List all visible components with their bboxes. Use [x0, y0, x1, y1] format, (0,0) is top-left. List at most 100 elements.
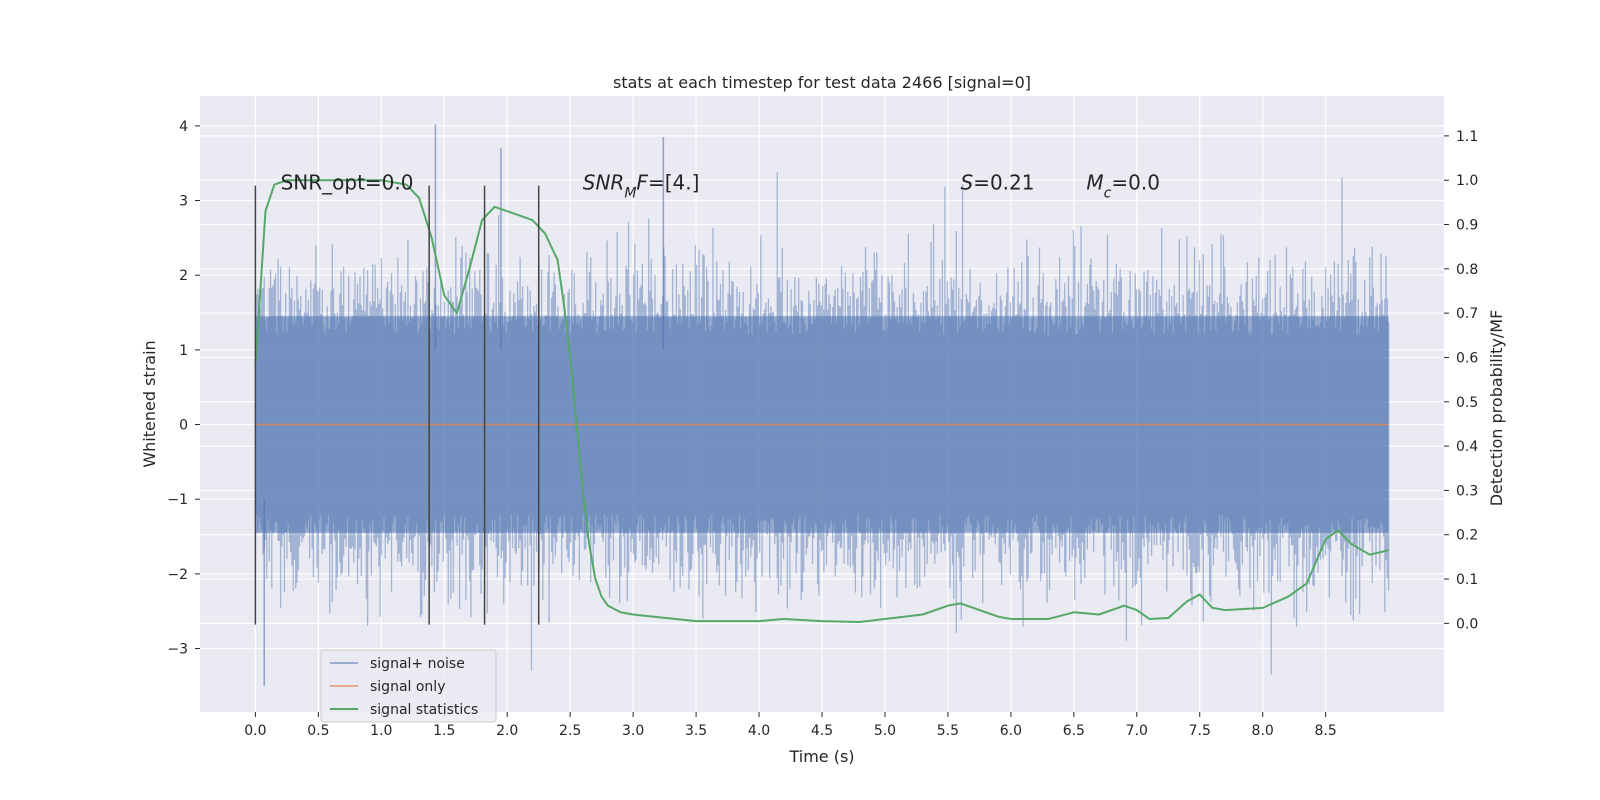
legend-label-stats: signal statistics [370, 702, 478, 718]
signal-statistics-point [418, 197, 420, 199]
y-left-tick-label: −1 [167, 492, 188, 508]
x-tick-label: 3.0 [622, 723, 644, 739]
y-axis-label-right: Detection probability/MF [1487, 310, 1506, 507]
signal-statistics-point [1369, 554, 1371, 556]
y-left-tick-label: −2 [167, 567, 188, 583]
signal-statistics-point [506, 210, 508, 212]
signal-statistics-point [1350, 543, 1352, 545]
x-tick-label: 4.0 [748, 723, 770, 739]
signal-statistics-point [884, 618, 886, 620]
x-tick-label: 8.5 [1315, 723, 1337, 739]
signal-statistics-point [1199, 594, 1201, 596]
legend: signal+ noise signal only signal statist… [320, 649, 497, 723]
y-left-tick-label: 0 [179, 418, 188, 434]
signal-statistics-point [265, 210, 267, 212]
signal-statistics-point [469, 268, 471, 270]
signal-statistics-point [1010, 618, 1012, 620]
legend-label-noise: signal+ noise [370, 656, 465, 672]
annotation-text: S=0.21 [961, 170, 1035, 194]
y-left-tick-label: 2 [179, 268, 188, 284]
chart-title: stats at each timestep for test data 246… [613, 73, 1031, 92]
signal-statistics-point [1149, 618, 1151, 620]
y-right-tick-label: 0.9 [1456, 218, 1478, 234]
x-tick-label: 6.0 [1000, 723, 1022, 739]
signal-statistics-point [620, 611, 622, 613]
x-tick-label: 8.0 [1252, 723, 1274, 739]
signal-statistics-point [1325, 538, 1327, 540]
y-left-tick-label: 4 [179, 119, 188, 135]
signal-statistics-point [582, 490, 584, 492]
signal-statistics-point [273, 184, 275, 186]
y-right-tick-label: 0.4 [1456, 439, 1478, 455]
signal-statistics-point [1123, 605, 1125, 607]
x-tick-label: 1.0 [370, 723, 392, 739]
x-axis-label: Time (s) [788, 747, 854, 766]
x-tick-label: 2.0 [496, 723, 518, 739]
x-tick-label: 5.0 [874, 723, 896, 739]
line-series [254, 179, 1390, 624]
legend-label-signal: signal only [370, 679, 445, 695]
signal-statistics-point [783, 618, 785, 620]
vertical-markers [254, 185, 540, 625]
x-tick-label: 2.5 [559, 723, 581, 739]
y-right-tick-label: 0.1 [1456, 572, 1478, 588]
signal-statistics-point [595, 578, 597, 580]
signal-statistics-point [960, 603, 962, 605]
y-right-tick-label: 0.5 [1456, 395, 1478, 411]
signal-statistics-point [431, 237, 433, 239]
x-tick-label: 0.5 [307, 723, 329, 739]
signal-statistics-point [494, 206, 496, 208]
signal-statistics-point [1306, 583, 1308, 585]
tick-labels: 0.0 0.5 1.0 1.5 2.0 2.5 3.0 3.5 4.0 4.5 5.0 5.5 6.0 6… [167, 119, 1478, 739]
y-right-tick-label: 0.8 [1456, 262, 1478, 278]
signal-statistics-point [859, 621, 861, 623]
x-tick-label: 3.5 [685, 723, 707, 739]
x-tick-label: 0.0 [244, 723, 266, 739]
signal-statistics-point [758, 620, 760, 622]
signal-statistics-point [569, 357, 571, 359]
x-tick-label: 1.5 [433, 723, 455, 739]
signal-statistics-point [1073, 611, 1075, 613]
signal-statistics-point [1212, 607, 1214, 609]
signal-statistics-line [254, 179, 1389, 624]
signal-statistics-point [607, 605, 609, 607]
annotation-text: Mc=0.0 [1086, 170, 1160, 201]
signal-statistics-point [1186, 600, 1188, 602]
signal-statistics-point [443, 295, 445, 297]
signal-statistics-point [544, 233, 546, 235]
signal-statistics-point [947, 605, 949, 607]
x-tick-label: 4.5 [811, 723, 833, 739]
signal-statistics-point [1167, 617, 1169, 619]
signal-statistics-point [1048, 618, 1050, 620]
x-tick-label: 7.0 [1126, 723, 1148, 739]
signal-statistics-point [1262, 607, 1264, 609]
signal-statistics-point [1388, 549, 1390, 551]
signal-statistics-point [557, 259, 559, 261]
y-left-tick-label: −3 [167, 642, 188, 658]
signal-statistics-point [576, 423, 578, 425]
x-tick-label: 6.5 [1063, 723, 1085, 739]
x-tick-label: 7.5 [1189, 723, 1211, 739]
annotation-text: SNR_opt=0.0 [281, 170, 414, 194]
annotations: SNR_opt=0.0 SNRMF=[4.] S=0.21 Mc=0.0 [281, 170, 1160, 201]
y-right-tick-label: 0.7 [1456, 306, 1478, 322]
signal-statistics-point [450, 303, 452, 305]
annotation-text: SNRMF=[4.] [583, 170, 700, 201]
signal-statistics-point [972, 607, 974, 609]
signal-statistics-point [821, 620, 823, 622]
signal-statistics-point [1287, 596, 1289, 598]
y-right-tick-label: 0.3 [1456, 483, 1478, 499]
y-left-tick-label: 3 [179, 194, 188, 210]
y-right-tick-label: 1.0 [1456, 173, 1478, 189]
signal-statistics-point [1136, 609, 1138, 611]
signal-statistics-point [1337, 530, 1339, 532]
y-right-tick-label: 0.6 [1456, 350, 1478, 366]
y-right-tick-label: 1.1 [1456, 129, 1478, 145]
signal-statistics-point [1098, 614, 1100, 616]
x-tick-label: 5.5 [937, 723, 959, 739]
y-right-tick-label: 0.2 [1456, 528, 1478, 544]
y-right-tick-label: 0.0 [1456, 616, 1478, 632]
signal-statistics-point [532, 219, 534, 221]
signal-statistics-point [1224, 609, 1226, 611]
